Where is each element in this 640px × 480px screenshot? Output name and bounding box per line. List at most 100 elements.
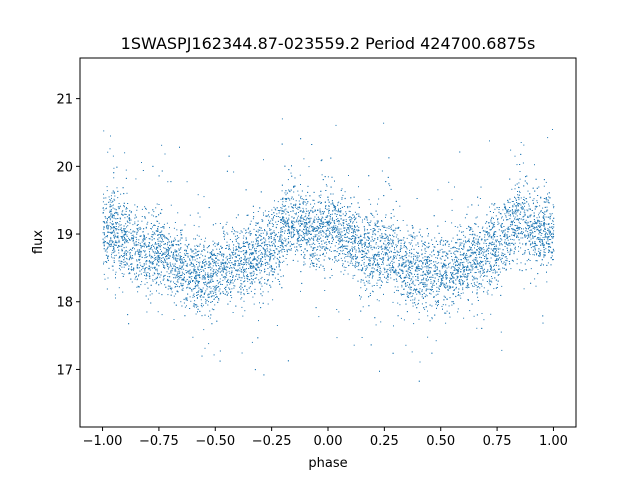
- scatter-point: [419, 288, 421, 290]
- scatter-point: [454, 250, 456, 252]
- scatter-point: [497, 247, 499, 249]
- scatter-point: [145, 226, 147, 228]
- scatter-point: [292, 224, 294, 226]
- scatter-point: [272, 281, 274, 283]
- scatter-point: [520, 233, 522, 234]
- scatter-point: [440, 284, 441, 286]
- scatter-point: [522, 162, 524, 164]
- scatter-point: [252, 241, 254, 243]
- scatter-point: [218, 253, 220, 255]
- scatter-point: [175, 274, 177, 276]
- scatter-point: [371, 267, 373, 269]
- scatter-point: [394, 249, 396, 251]
- scatter-point: [402, 239, 404, 241]
- scatter-point: [181, 268, 183, 270]
- scatter-point: [406, 293, 408, 295]
- scatter-point: [222, 271, 224, 273]
- scatter-point: [288, 198, 290, 200]
- scatter-point: [453, 263, 455, 265]
- scatter-point: [243, 241, 245, 243]
- scatter-point: [445, 273, 447, 275]
- scatter-point: [492, 223, 494, 225]
- scatter-point: [543, 219, 545, 221]
- scatter-point: [342, 213, 344, 215]
- scatter-point: [487, 289, 489, 291]
- scatter-point: [284, 205, 286, 207]
- scatter-point: [248, 227, 250, 229]
- scatter-point: [175, 277, 177, 279]
- scatter-point: [114, 250, 116, 252]
- scatter-point: [355, 218, 356, 220]
- scatter-point: [129, 218, 131, 220]
- scatter-point: [455, 255, 457, 257]
- scatter-point: [359, 298, 361, 300]
- scatter-point: [287, 179, 289, 181]
- scatter-point: [359, 239, 361, 241]
- scatter-point: [129, 272, 131, 274]
- scatter-point: [456, 275, 458, 277]
- scatter-point: [286, 220, 288, 222]
- scatter-point: [134, 248, 135, 250]
- scatter-point: [167, 276, 169, 277]
- scatter-point: [482, 269, 484, 271]
- scatter-point: [281, 210, 283, 212]
- scatter-point: [454, 247, 456, 249]
- scatter-point: [354, 246, 356, 248]
- scatter-point: [193, 265, 195, 266]
- scatter-point: [209, 264, 211, 266]
- scatter-point: [487, 234, 489, 236]
- scatter-point: [124, 237, 125, 238]
- scatter-point: [381, 170, 383, 172]
- scatter-point: [361, 247, 363, 249]
- scatter-point: [233, 251, 235, 253]
- scatter-point: [502, 267, 504, 269]
- scatter-point: [123, 264, 125, 266]
- scatter-point: [432, 250, 434, 252]
- scatter-point: [171, 291, 173, 293]
- scatter-point: [338, 254, 339, 256]
- scatter-point: [196, 244, 198, 246]
- scatter-point: [204, 240, 206, 242]
- scatter-point: [330, 251, 332, 252]
- scatter-point: [315, 269, 317, 271]
- scatter-point: [266, 248, 268, 250]
- scatter-point: [460, 284, 462, 286]
- scatter-point: [268, 211, 270, 212]
- scatter-point: [113, 251, 115, 253]
- scatter-point: [407, 282, 409, 283]
- scatter-point: [424, 249, 426, 251]
- scatter-point: [252, 218, 254, 220]
- scatter-point: [478, 242, 480, 243]
- scatter-point: [433, 265, 435, 267]
- scatter-point: [426, 280, 428, 282]
- scatter-point: [457, 308, 459, 310]
- scatter-point: [377, 266, 379, 268]
- scatter-point: [352, 235, 354, 237]
- scatter-point: [237, 265, 239, 267]
- scatter-point: [450, 287, 452, 289]
- scatter-point: [547, 262, 549, 264]
- scatter-point: [430, 293, 432, 295]
- scatter-point: [483, 275, 484, 277]
- scatter-point: [286, 264, 288, 266]
- scatter-point: [544, 234, 546, 236]
- scatter-point: [542, 217, 544, 219]
- scatter-point: [518, 228, 520, 230]
- scatter-point: [155, 243, 157, 245]
- scatter-point: [414, 289, 416, 291]
- scatter-point: [407, 268, 409, 270]
- scatter-point: [221, 274, 223, 276]
- scatter-point: [289, 249, 291, 251]
- scatter-point: [504, 236, 506, 238]
- scatter-point: [413, 323, 415, 325]
- scatter-point: [466, 259, 467, 261]
- scatter-point: [479, 276, 481, 278]
- scatter-point: [261, 276, 263, 278]
- scatter-point: [227, 278, 229, 280]
- scatter-point: [408, 267, 410, 269]
- scatter-point: [499, 242, 500, 244]
- scatter-point: [205, 290, 207, 292]
- scatter-point: [353, 231, 355, 233]
- scatter-point: [216, 248, 218, 250]
- scatter-point: [392, 269, 394, 270]
